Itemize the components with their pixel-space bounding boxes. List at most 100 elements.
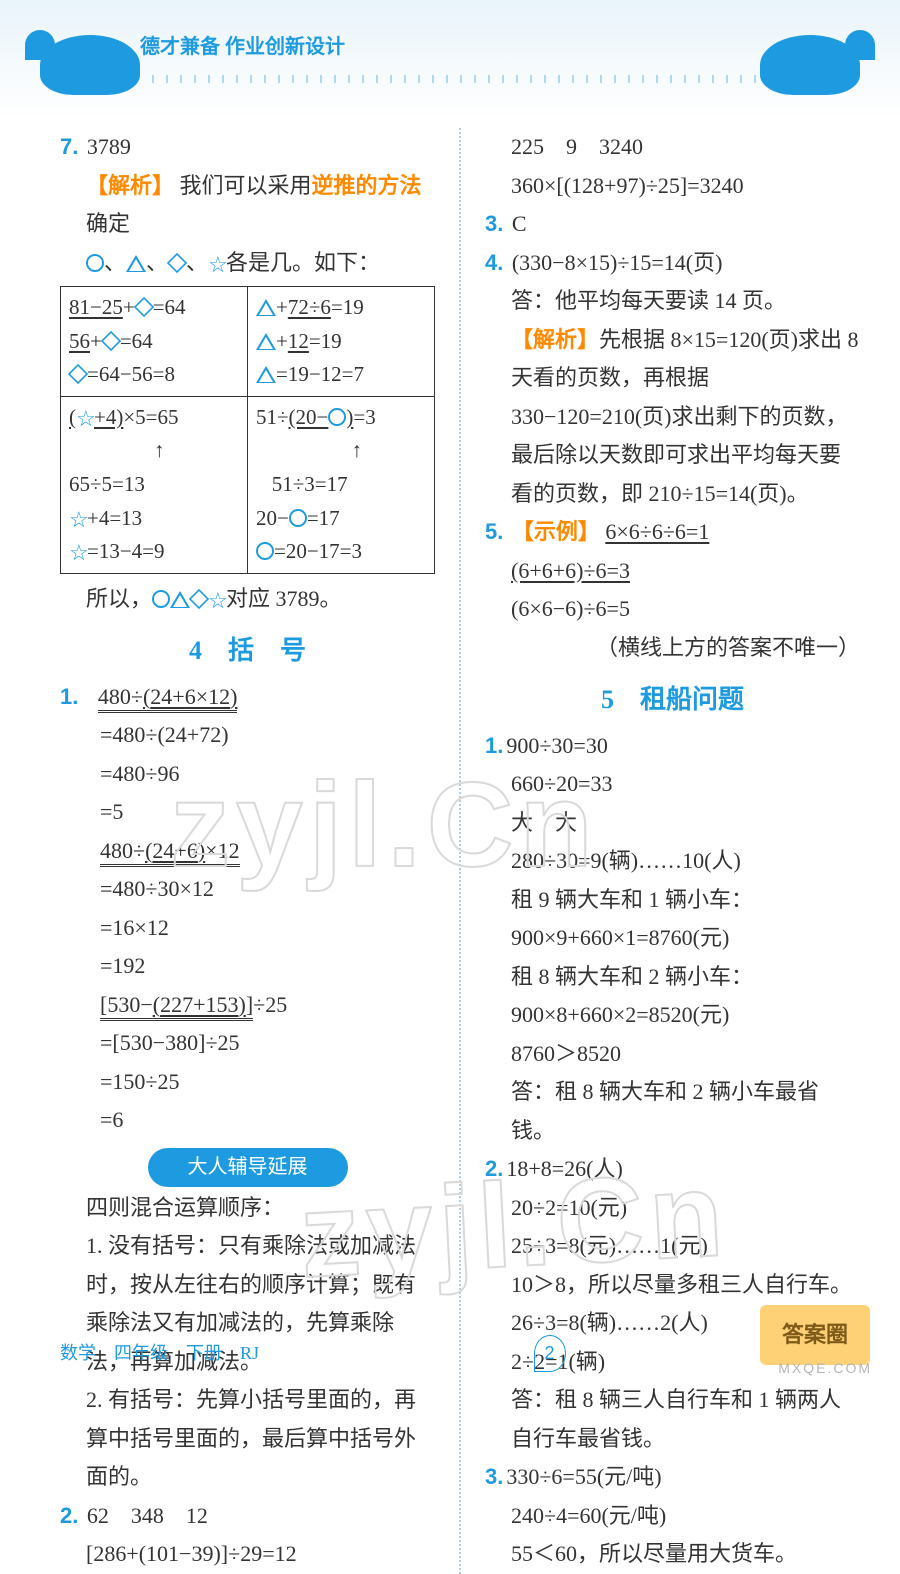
eq: [286+(101−39)]÷29=12: [60, 1535, 435, 1574]
t: +: [276, 295, 288, 319]
s4-q2: 2. 62 348 12: [60, 1497, 435, 1536]
analysis-label: 【解析】: [511, 327, 599, 352]
circle-icon: [328, 408, 346, 426]
t: 900×9+660×1=8760(元): [485, 919, 860, 958]
b2: 2.18+8=26(人): [485, 1150, 860, 1189]
q-num: 1.: [60, 684, 78, 709]
t: 330÷6=55(元/吨): [506, 1464, 661, 1489]
t: 确定: [86, 211, 130, 236]
eq: [530−(227+153)]÷25: [60, 986, 435, 1025]
eq: =5: [60, 793, 435, 832]
q-num: 4.: [485, 250, 503, 275]
t: 225 9 3240: [485, 128, 860, 167]
section-4-title: 4 括 号: [60, 628, 435, 674]
t: 20−: [256, 506, 289, 530]
q-num: 3.: [485, 211, 503, 236]
eq: 480÷(24+6×12): [98, 684, 238, 713]
triangle-icon: [256, 299, 276, 316]
brand: 德才兼备: [140, 36, 220, 58]
t: 答：租 8 辆大车和 2 辆小车最省钱。: [485, 1073, 860, 1150]
t: 240÷4=60(元/吨): [485, 1497, 860, 1536]
t: 900÷30=30: [506, 733, 607, 758]
q7-analysis-2: 、、、☆各是几。如下：: [60, 244, 435, 283]
diamond-icon: [167, 252, 187, 272]
q4-analysis: 【解析】先根据 8×15=120(页)求出 8 天看的页数，再根据 330−12…: [485, 321, 860, 514]
t: 10＞8，所以尽量多租三人自行车。: [485, 1266, 860, 1305]
t: +4=13: [87, 506, 142, 530]
t: 227+153: [160, 992, 238, 1017]
star-icon: ☆: [76, 410, 94, 428]
t: 51÷3=17: [272, 472, 348, 496]
t: 6×6÷6÷6=1: [605, 519, 709, 544]
arrow-up-icon: ↑: [69, 434, 239, 468]
arrow-up-icon: ↑: [256, 434, 426, 468]
eq: 480÷(24+6)×12: [60, 832, 435, 871]
t: =19: [331, 295, 364, 319]
t: 81−25: [69, 295, 123, 319]
header-title: 德才兼备 作业创新设计: [140, 30, 860, 65]
t: =64−56=8: [87, 362, 175, 386]
cell: 81−25+=64 56+=64 =64−56=8: [61, 287, 248, 397]
t: 900×8+660×2=8520(元): [485, 996, 860, 1035]
q3: 3. C: [485, 205, 860, 244]
cell: +72÷6=19 +12=19 =19−12=7: [248, 287, 435, 397]
t: (: [69, 405, 76, 429]
q7-conclusion: 所以，☆对应 3789。: [60, 580, 435, 619]
eq: =192: [60, 947, 435, 986]
q-num: 3.: [485, 1464, 503, 1489]
q-num: 2.: [60, 1503, 78, 1528]
t: 我们可以采用: [180, 173, 312, 198]
eq: =480÷30×12: [60, 870, 435, 909]
eq: =150÷25: [60, 1063, 435, 1102]
footer-text: 数学 四年级 下册 RJ: [60, 1338, 259, 1370]
b3: 3.330÷6=55(元/吨): [485, 1458, 860, 1497]
t: 72÷6: [288, 295, 331, 319]
q4: 4. (330−8×15)÷15=14(页): [485, 244, 860, 283]
q7-analysis: 【解析】 我们可以采用逆推的方法确定: [60, 167, 435, 244]
q-num: 2.: [485, 1156, 503, 1181]
t: 24+6: [152, 838, 197, 863]
t: 所以，: [86, 586, 152, 611]
t: =64: [120, 329, 153, 353]
page-header: 德才兼备 作业创新设计: [0, 0, 900, 120]
q5: 5. 【示例】 6×6÷6÷6=1: [485, 513, 860, 552]
diamond-icon: [101, 330, 121, 350]
whale-tail-icon: [760, 35, 860, 95]
wave-divider: [140, 75, 860, 83]
t: 25÷3=8(元)……1(元): [485, 1227, 860, 1266]
q-num: 5.: [485, 519, 503, 544]
page-number: 2: [534, 1335, 566, 1373]
t: (20−: [289, 405, 329, 429]
t: =13−4=9: [87, 539, 165, 563]
t: 各是几。如下：: [226, 250, 380, 275]
t: 租 8 辆大车和 2 辆小车：: [485, 958, 860, 997]
t: C: [512, 211, 527, 236]
q7-line: 7. 3789: [60, 128, 435, 167]
circle-icon: [289, 509, 307, 527]
t: ×5=65: [123, 405, 178, 429]
t: +: [276, 329, 288, 353]
triangle-icon: [170, 591, 190, 608]
whale-icon: [40, 35, 140, 95]
diamond-icon: [189, 589, 209, 609]
section-5-title: 5 租船问题: [485, 677, 860, 723]
eq: =480÷(24+72): [60, 716, 435, 755]
t: =64: [153, 295, 186, 319]
t: 660÷20=33: [485, 765, 860, 804]
guide-p2: 2. 有括号：先算小括号里面的，再算中括号里面的，最后算中括号外面的。: [60, 1381, 435, 1497]
t: =19−12=7: [276, 362, 364, 386]
t: =20−17=3: [274, 539, 362, 563]
circle-icon: [256, 542, 274, 560]
t: 12: [288, 329, 309, 353]
t: 55＜60，所以尽量用大货车。: [485, 1535, 860, 1574]
s4-q1: 1. 480÷(24+6×12): [60, 678, 435, 717]
triangle-icon: [256, 366, 276, 383]
b1: 1.900÷30=30: [485, 727, 860, 766]
eq: =6: [60, 1101, 435, 1140]
t: 18+8=26(人): [506, 1156, 622, 1181]
t: (6×6−6)÷6=5: [485, 590, 860, 629]
circle-icon: [86, 254, 104, 272]
t: 65÷5=13: [69, 472, 145, 496]
t: 56: [69, 329, 90, 353]
cell: 51÷(20−)=3 ↑ 51÷3=17 20−=17 =20−17=3: [248, 396, 435, 573]
